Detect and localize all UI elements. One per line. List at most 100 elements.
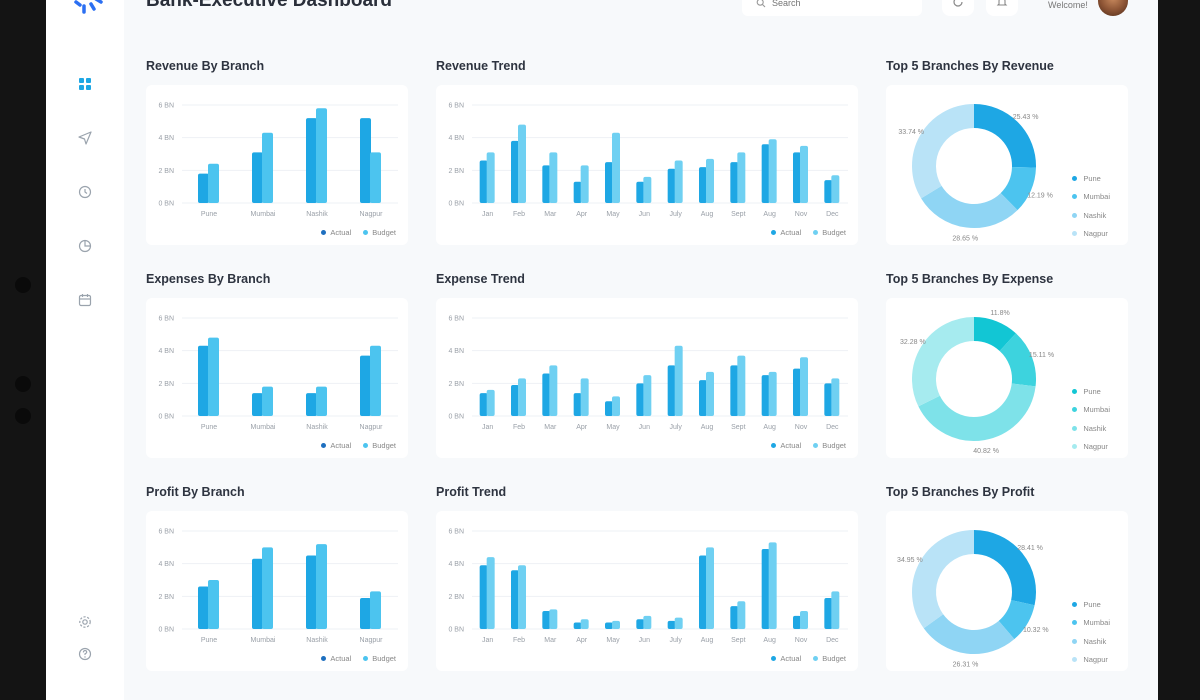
donut-slice bbox=[973, 317, 1016, 352]
bar-budget bbox=[612, 396, 620, 416]
bar-actual bbox=[793, 615, 801, 629]
x-tick-label: Sept bbox=[731, 211, 745, 218]
donut-slice bbox=[923, 613, 1015, 654]
bar-budget bbox=[580, 165, 589, 203]
slice-label: 33.74 % bbox=[898, 129, 924, 136]
pie-chart-icon bbox=[78, 239, 92, 253]
slice-label: 34.95 % bbox=[897, 557, 923, 564]
x-tick-label: May bbox=[606, 424, 620, 431]
nav-settings[interactable] bbox=[74, 611, 96, 633]
bar-budget bbox=[208, 337, 219, 416]
pie-legend: Pune Mumbai Nashik Nagpur bbox=[1072, 169, 1110, 243]
bar-budget bbox=[737, 601, 746, 629]
x-tick-label: Aug bbox=[763, 211, 776, 218]
avatar[interactable] bbox=[1098, 0, 1128, 16]
bar-budget bbox=[768, 542, 777, 629]
bar-actual bbox=[252, 152, 263, 203]
x-tick-label: Pune bbox=[201, 424, 217, 431]
bar-budget bbox=[706, 158, 714, 203]
pie-legend-item: Mumbai bbox=[1072, 188, 1110, 207]
bar-actual bbox=[730, 365, 739, 416]
bar-actual bbox=[636, 619, 645, 629]
x-tick-label: Apr bbox=[576, 424, 588, 431]
donut-chart-svg: 25.43 % 12.19 % 28.65 % 33.74 % bbox=[898, 104, 1053, 242]
dashboard-app: Bank-Executive Dashboard Welcome! Revenu… bbox=[46, 0, 1158, 700]
y-tick-label: 2 BN bbox=[158, 381, 174, 388]
x-tick-label: Aug bbox=[701, 211, 714, 218]
bar-actual bbox=[198, 173, 209, 203]
bar-actual bbox=[605, 401, 613, 416]
bar-actual bbox=[479, 393, 488, 416]
slice-label: 32.28 % bbox=[900, 339, 926, 346]
bar-actual bbox=[252, 393, 263, 416]
y-tick-label: 0 BN bbox=[448, 627, 464, 634]
x-tick-label: Feb bbox=[513, 424, 525, 431]
bar-budget bbox=[262, 386, 273, 416]
nav-send[interactable] bbox=[74, 127, 96, 149]
x-tick-label: Nagpur bbox=[360, 211, 384, 218]
donut-slice bbox=[918, 382, 1036, 441]
bar-budget bbox=[612, 132, 620, 203]
slice-label: 28.41 % bbox=[1017, 545, 1043, 552]
x-tick-label: Pune bbox=[201, 637, 217, 644]
bar-budget bbox=[831, 175, 840, 203]
legend-swatch bbox=[1072, 425, 1078, 431]
y-tick-label: 4 BN bbox=[448, 561, 464, 568]
search-box[interactable] bbox=[742, 0, 922, 16]
legend-swatch bbox=[1072, 212, 1078, 218]
legend-budget: Budget bbox=[372, 441, 396, 450]
bar-actual bbox=[542, 373, 551, 416]
expense-trend-chart: 0 BN 2 BN 4 BN 6 BN Jan Feb Mar Apr May Jun July Au… bbox=[436, 298, 858, 458]
help-icon bbox=[78, 647, 92, 661]
nav-history[interactable] bbox=[74, 181, 96, 203]
slice-label: 28.65 % bbox=[952, 235, 978, 242]
y-tick-label: 0 BN bbox=[448, 201, 464, 208]
x-tick-label: Dec bbox=[826, 211, 839, 218]
section-title-expense-trend: Expense Trend bbox=[436, 272, 525, 286]
bar-budget bbox=[737, 355, 746, 416]
donut-slice bbox=[912, 104, 975, 199]
legend-label: Nagpur bbox=[1083, 442, 1108, 452]
donut-slice bbox=[973, 104, 1036, 168]
bar-actual bbox=[479, 565, 488, 629]
refresh-button[interactable] bbox=[942, 0, 974, 16]
x-tick-label: July bbox=[669, 424, 682, 431]
legend-swatch bbox=[1072, 657, 1078, 663]
bar-budget bbox=[831, 378, 840, 416]
chart-legend: Actual Budget bbox=[321, 228, 396, 237]
legend-swatch bbox=[1072, 175, 1078, 181]
donut-slice bbox=[999, 333, 1036, 387]
notifications-button[interactable] bbox=[986, 0, 1018, 16]
bell-icon bbox=[996, 0, 1008, 6]
app-logo-icon bbox=[74, 0, 103, 14]
y-tick-label: 2 BN bbox=[448, 594, 464, 601]
nav-dashboard[interactable] bbox=[74, 73, 96, 95]
x-tick-label: Jun bbox=[639, 424, 650, 431]
camera-dot bbox=[15, 376, 31, 392]
nav-help[interactable] bbox=[74, 643, 96, 665]
y-tick-label: 2 BN bbox=[158, 594, 174, 601]
bar-actual bbox=[667, 620, 676, 629]
bar-chart-svg: 0 BN 2 BN 4 BN 6 BN Pune Mumbai Nashik Nagpur bbox=[158, 103, 398, 218]
y-tick-label: 4 BN bbox=[158, 348, 174, 355]
bar-budget bbox=[316, 544, 327, 629]
donut-chart-svg: 11.8% 15.11 % 40.82 % 32.28 % bbox=[900, 310, 1054, 455]
clock-icon bbox=[78, 185, 92, 199]
x-tick-label: Nov bbox=[795, 424, 808, 431]
x-tick-label: Sept bbox=[731, 637, 745, 644]
bar-budget bbox=[208, 163, 219, 203]
section-title-expense-top: Top 5 Branches By Expense bbox=[886, 272, 1054, 286]
x-tick-label: Dec bbox=[826, 424, 839, 431]
y-tick-label: 0 BN bbox=[158, 627, 174, 634]
search-input[interactable] bbox=[772, 0, 902, 8]
bar-actual bbox=[252, 558, 263, 629]
legend-budget: Budget bbox=[822, 228, 846, 237]
legend-label: Mumbai bbox=[1083, 405, 1110, 415]
bar-actual bbox=[699, 555, 707, 629]
nav-reports[interactable] bbox=[74, 235, 96, 257]
bar-actual bbox=[306, 555, 317, 629]
x-tick-label: Dec bbox=[826, 637, 839, 644]
y-tick-label: 0 BN bbox=[448, 414, 464, 421]
nav-calendar[interactable] bbox=[74, 289, 96, 311]
search-icon bbox=[756, 0, 766, 8]
